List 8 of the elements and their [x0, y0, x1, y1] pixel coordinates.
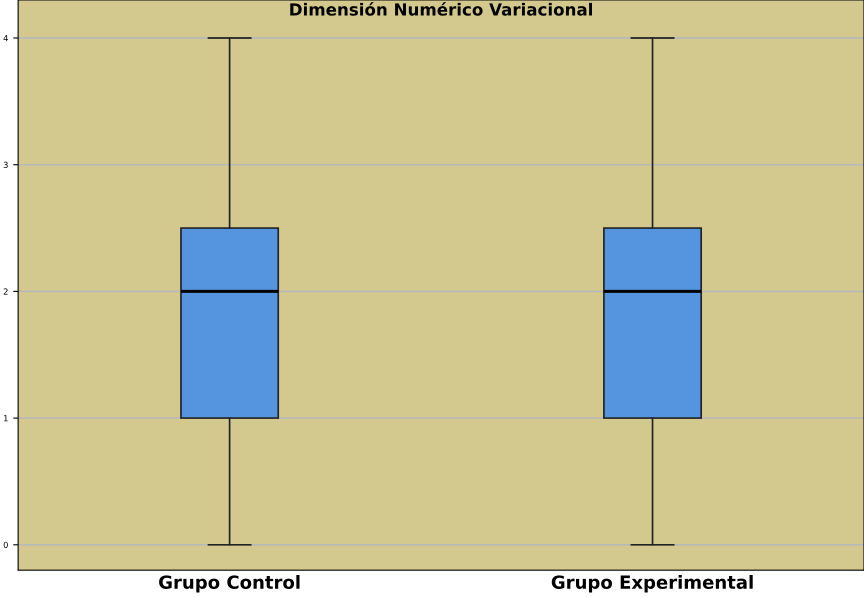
y-tick-label: 3	[4, 162, 8, 168]
y-tick-label: 0	[4, 542, 8, 548]
y-tick-label: 4	[4, 35, 8, 42]
x-tick-label: Grupo Experimental	[552, 574, 753, 592]
chart-title: Dimensión Numérico Variacional	[290, 2, 592, 16]
y-tick-label: 1	[4, 415, 8, 422]
x-tick-label: Grupo Control	[159, 574, 300, 592]
y-tick-label: 2	[4, 288, 8, 295]
